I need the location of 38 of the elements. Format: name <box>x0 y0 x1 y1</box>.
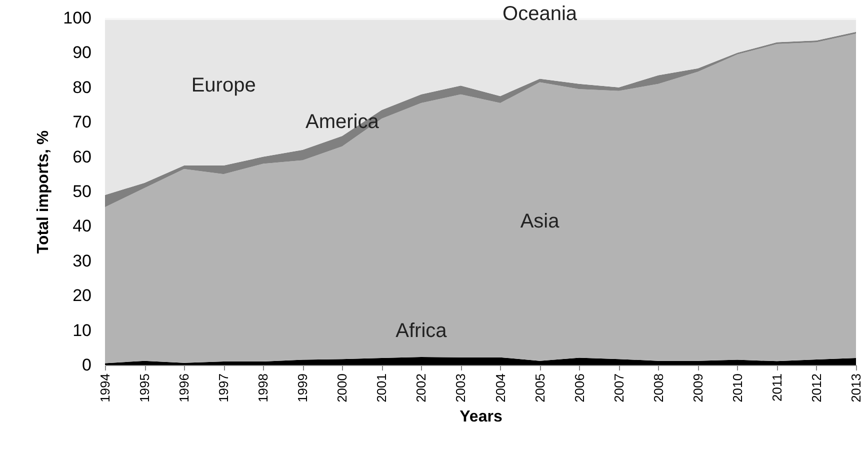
x-tick-label: 2012 <box>808 374 824 402</box>
x-tick-label: 1994 <box>98 374 112 402</box>
x-tick-label: 2003 <box>453 374 468 402</box>
y-tick-label: 10 <box>72 320 92 340</box>
x-tick-label: 2006 <box>572 374 587 402</box>
series-label: Asia <box>520 210 560 233</box>
x-tick-label: 2001 <box>374 374 390 402</box>
y-tick-label: 0 <box>82 356 92 374</box>
x-tick-label: 2010 <box>730 374 745 402</box>
x-tick-label: 1995 <box>137 374 152 402</box>
x-tick-label: 2013 <box>848 374 862 402</box>
x-tick-label: 2011 <box>769 374 784 402</box>
x-tick-label: 2004 <box>492 374 508 402</box>
series-label: Europe <box>191 74 256 96</box>
series-label: Africa <box>396 320 448 342</box>
series-label: Oceania <box>502 3 578 25</box>
x-tick-label: 1996 <box>176 374 192 402</box>
y-tick-label: 60 <box>72 147 92 166</box>
x-tick-label: 1999 <box>295 374 310 402</box>
y-tick-label: 90 <box>72 43 92 62</box>
y-tick-label: 100 <box>63 8 92 28</box>
x-tick-label: 2000 <box>334 374 350 402</box>
x-axis-title: Years <box>460 408 502 426</box>
series-label: America <box>305 110 380 133</box>
y-tick-label: 40 <box>72 216 92 236</box>
x-tick-label: 2005 <box>532 374 548 402</box>
x-tick-label: 2007 <box>611 374 626 402</box>
x-tick-label: 1997 <box>216 374 232 402</box>
y-tick-label: 80 <box>72 78 92 97</box>
y-tick-label: 50 <box>72 182 92 201</box>
x-tick-label: 2009 <box>690 374 706 402</box>
x-tick-label: 2008 <box>650 374 666 402</box>
y-tick-label: 30 <box>72 251 92 270</box>
x-tick-label: 2002 <box>414 374 429 402</box>
y-tick-label: 70 <box>72 112 92 132</box>
x-tick-label: 1998 <box>256 374 271 402</box>
y-tick-label: 20 <box>72 286 92 306</box>
y-axis-title: Total imports, % <box>35 130 52 254</box>
